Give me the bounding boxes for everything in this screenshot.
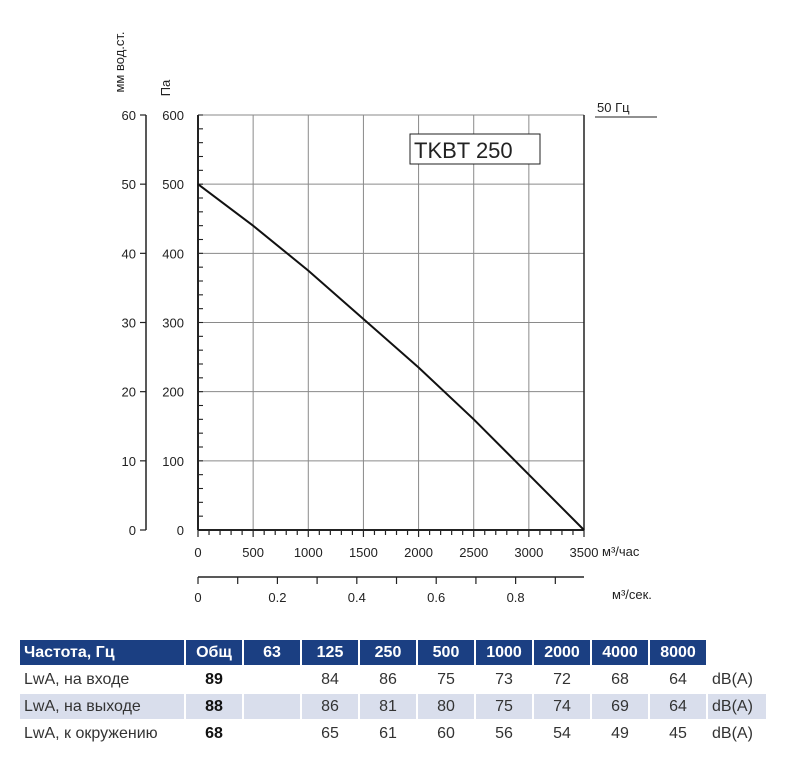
chart-axes: 0 500 1000 1500 2000 2500 3000 3500010020030040… bbox=[122, 108, 599, 605]
cell-500: 80 bbox=[418, 694, 474, 719]
y-tick-label: 100 bbox=[162, 454, 184, 469]
x-tick-label: 0 bbox=[194, 545, 201, 560]
cell-125: 86 bbox=[302, 694, 358, 719]
chart-series bbox=[197, 183, 585, 531]
header-500: 500 bbox=[418, 640, 474, 665]
y-left-axis-title: мм вод.ст. bbox=[112, 31, 127, 92]
noise-table-header: Частота, Гц Общ 63 125 250 500 1000 2000… bbox=[20, 640, 766, 665]
y2-tick-label: 40 bbox=[122, 246, 136, 261]
y-tick-label: 500 bbox=[162, 177, 184, 192]
x-tick-label: 500 bbox=[242, 545, 264, 560]
cell-1000: 56 bbox=[495, 724, 513, 742]
y2-tick-label: 30 bbox=[122, 316, 136, 331]
cell-2000: 54 bbox=[553, 724, 571, 742]
header-total: Общ bbox=[186, 640, 242, 665]
header-250: 250 bbox=[360, 640, 416, 665]
header-frequency: Частота, Гц bbox=[20, 640, 184, 665]
row-unit: dB(A) bbox=[712, 670, 753, 688]
cell-125: 65 bbox=[321, 724, 339, 742]
row-label: LwA, на входе bbox=[24, 670, 130, 688]
x-tick-label: 3500 bbox=[570, 545, 599, 560]
cell-8000: 64 bbox=[669, 670, 687, 688]
x-tick-label: 2500 bbox=[459, 545, 488, 560]
performance-curve-line bbox=[197, 183, 585, 531]
header-unit-spacer bbox=[708, 640, 766, 665]
x2-tick-label: 0.8 bbox=[507, 590, 525, 605]
model-label: TKBT 250 bbox=[414, 138, 513, 163]
row-label: LwA, к окружению bbox=[24, 724, 158, 742]
row-total: 89 bbox=[205, 670, 223, 688]
model-label-box bbox=[409, 133, 541, 165]
cell-250: 81 bbox=[360, 694, 416, 719]
y-tick-label: 600 bbox=[162, 108, 184, 123]
row-total: 68 bbox=[205, 724, 223, 742]
table-row: LwA, на входе 89 84 86 75 73 72 68 64 dB… bbox=[20, 667, 766, 692]
y-tick-label: 200 bbox=[162, 385, 184, 400]
row-unit: dB(A) bbox=[708, 694, 766, 719]
cell-500: 75 bbox=[437, 670, 455, 688]
x-tick-label: 1500 bbox=[349, 545, 378, 560]
fan-performance-chart: 0 500 1000 1500 2000 2500 3000 3500010020030040… bbox=[112, 31, 657, 605]
x2-axis-unit-label: м³/сек. bbox=[612, 587, 652, 602]
cell-2000: 74 bbox=[534, 694, 590, 719]
row-total: 88 bbox=[186, 694, 242, 719]
cell-500: 60 bbox=[437, 724, 455, 742]
x-tick-label: 3000 bbox=[514, 545, 543, 560]
y-tick-label: 300 bbox=[162, 316, 184, 331]
y2-tick-label: 10 bbox=[122, 454, 136, 469]
header-1000: 1000 bbox=[476, 640, 532, 665]
chart-labels: мм вод.ст. Па 50 Гц TKBT 250 м³/час м³/с… bbox=[112, 31, 657, 602]
header-8000: 8000 bbox=[650, 640, 706, 665]
cell-4000: 49 bbox=[611, 724, 629, 742]
header-63: 63 bbox=[244, 640, 300, 665]
y-tick-label: 0 bbox=[177, 523, 184, 538]
cell-63 bbox=[244, 694, 300, 719]
cell-63 bbox=[244, 721, 300, 746]
header-125: 125 bbox=[302, 640, 358, 665]
y2-tick-label: 50 bbox=[122, 177, 136, 192]
x2-tick-label: 0.6 bbox=[427, 590, 445, 605]
row-label: LwA, на выходе bbox=[20, 694, 184, 719]
y2-tick-label: 60 bbox=[122, 108, 136, 123]
y2-tick-label: 0 bbox=[129, 523, 136, 538]
header-2000: 2000 bbox=[534, 640, 590, 665]
x-tick-label: 2000 bbox=[404, 545, 433, 560]
row-unit: dB(A) bbox=[712, 724, 753, 742]
cell-125: 84 bbox=[321, 670, 339, 688]
cell-2000: 72 bbox=[553, 670, 571, 688]
x2-tick-label: 0.2 bbox=[268, 590, 286, 605]
noise-table: Частота, Гц Общ 63 125 250 500 1000 2000… bbox=[18, 638, 768, 748]
cell-4000: 69 bbox=[592, 694, 648, 719]
frequency-label: 50 Гц bbox=[597, 100, 630, 115]
header-4000: 4000 bbox=[592, 640, 648, 665]
cell-1000: 75 bbox=[476, 694, 532, 719]
cell-250: 61 bbox=[379, 724, 397, 742]
cell-4000: 68 bbox=[611, 670, 629, 688]
y2-tick-label: 20 bbox=[122, 385, 136, 400]
y-right-axis-title: Па bbox=[158, 79, 173, 96]
cell-63 bbox=[244, 667, 300, 692]
cell-250: 86 bbox=[379, 670, 397, 688]
x-axis-unit-label: м³/час bbox=[602, 544, 640, 559]
cell-8000: 64 bbox=[650, 694, 706, 719]
table-row: LwA, на выходе 88 86 81 80 75 74 69 64 d… bbox=[20, 694, 766, 719]
table-row: LwA, к окружению 68 65 61 60 56 54 49 45… bbox=[20, 721, 766, 746]
chart-grid bbox=[198, 114, 584, 530]
x2-tick-label: 0.4 bbox=[348, 590, 366, 605]
cell-8000: 45 bbox=[669, 724, 687, 742]
y-tick-label: 400 bbox=[162, 246, 184, 261]
cell-1000: 73 bbox=[495, 670, 513, 688]
x2-tick-label: 0 bbox=[194, 590, 201, 605]
x-tick-label: 1000 bbox=[294, 545, 323, 560]
